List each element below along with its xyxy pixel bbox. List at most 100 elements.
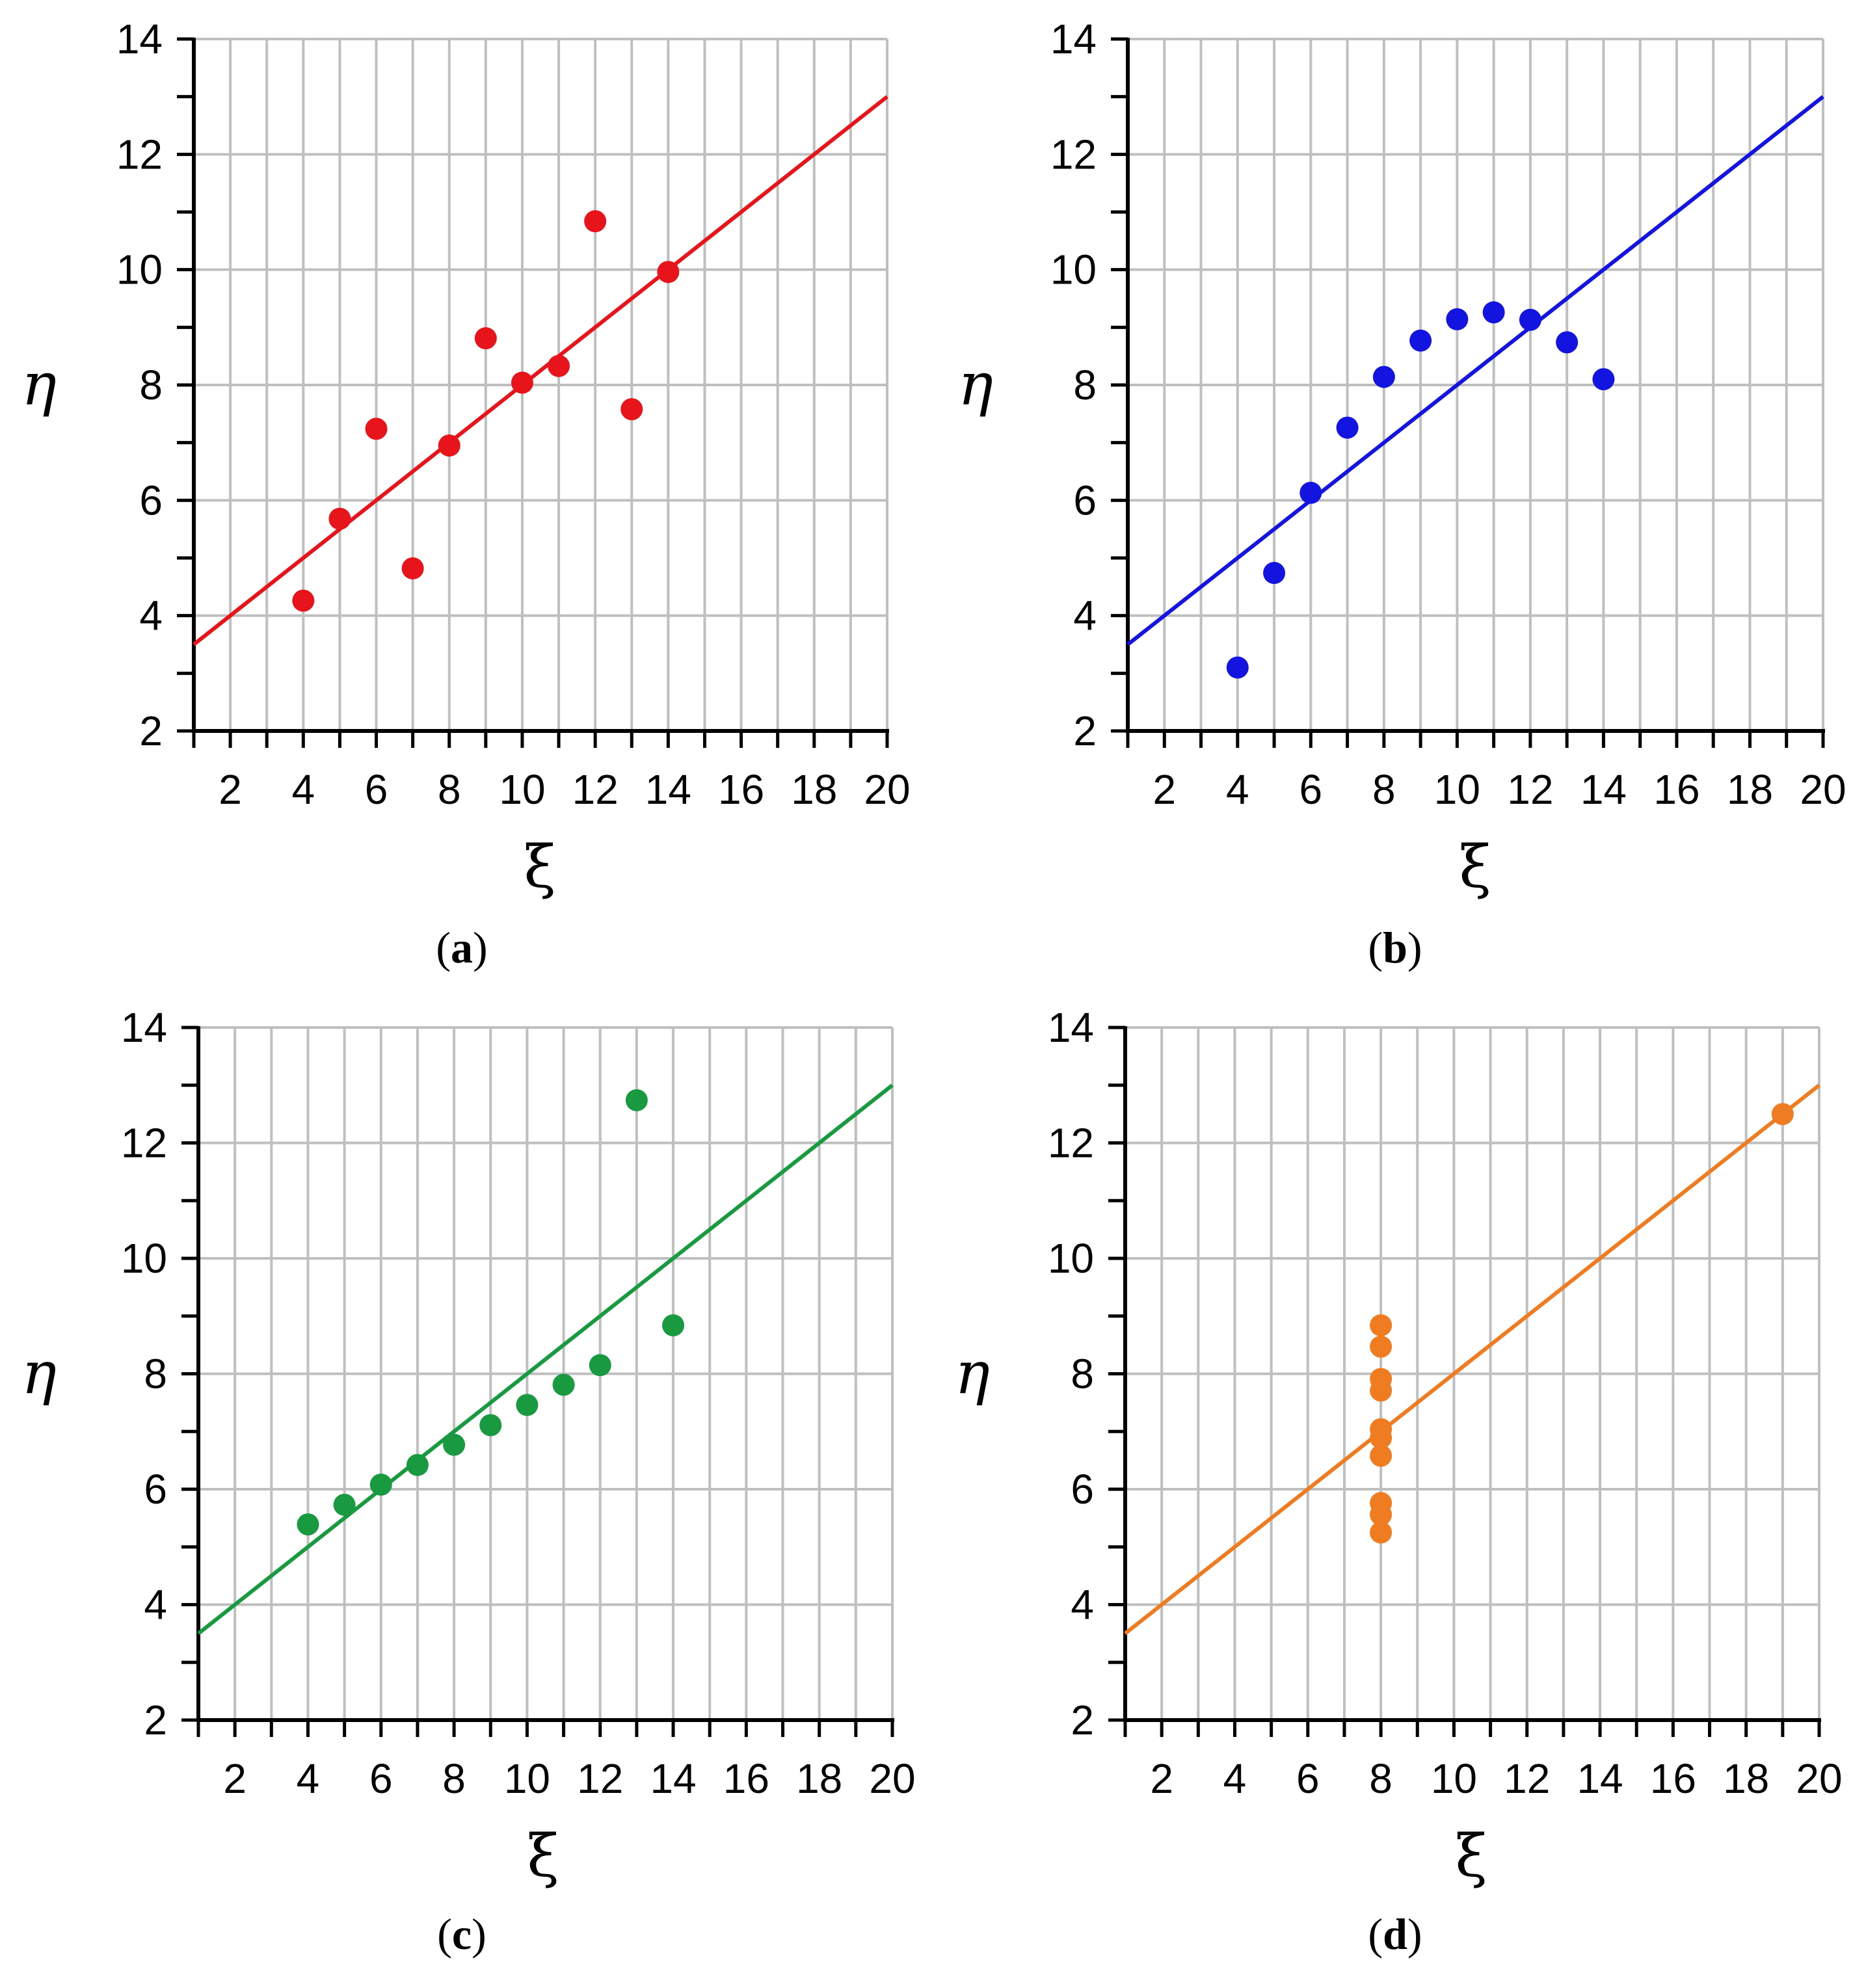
x-tick-label: 16	[723, 1755, 769, 1802]
data-point	[552, 1373, 575, 1396]
data-point	[662, 1314, 685, 1336]
x-tick-label: 18	[791, 766, 837, 813]
y-tick-label: 14	[1048, 1004, 1094, 1051]
y-tick-label: 2	[1073, 708, 1097, 754]
y-tick-label: 12	[1048, 1120, 1094, 1167]
y-axis-label: η	[955, 1340, 990, 1408]
regression-line	[1124, 1083, 1820, 1636]
y-tick-label: 14	[121, 1004, 167, 1051]
data-point	[333, 1493, 356, 1516]
y-tick-label: 4	[1073, 592, 1097, 639]
y-axis-label: η	[958, 351, 993, 419]
x-axis-label: ξ	[1455, 1822, 1487, 1890]
x-tick-label: 8	[1372, 766, 1396, 813]
data-point	[406, 1453, 429, 1476]
data-point	[1446, 308, 1469, 330]
data-point	[1482, 301, 1505, 324]
y-tick-label: 4	[1071, 1582, 1094, 1628]
data-point	[1372, 365, 1395, 388]
data-point	[1263, 562, 1286, 585]
x-tick-label: 2	[1150, 1755, 1173, 1802]
x-tick-label: 8	[438, 766, 461, 813]
y-tick-label: 12	[1050, 131, 1097, 178]
y-tick-label: 4	[144, 1582, 167, 1628]
data-point	[589, 1354, 611, 1377]
x-tick-label: 14	[645, 766, 691, 813]
data-point	[1370, 1521, 1393, 1544]
x-tick-label: 14	[1577, 1755, 1623, 1802]
y-tick-label: 2	[139, 708, 163, 754]
chart-panel-b: 2 4 6 8 10 12 14 16 18 20 2 4 6 8 10 12 14 ξ η (b)	[958, 16, 1846, 972]
y-tick-label: 4	[139, 592, 163, 639]
x-tick-label: 16	[1650, 1755, 1696, 1802]
x-tick-label: 10	[1434, 766, 1480, 813]
data-point	[443, 1433, 466, 1456]
x-tick-label: 20	[869, 1755, 915, 1802]
y-tick-label: 6	[139, 477, 163, 524]
x-tick-label: 18	[1723, 1755, 1769, 1802]
data-point	[1592, 368, 1615, 391]
data-point	[1370, 1335, 1393, 1358]
x-tick-label: 6	[1300, 766, 1323, 813]
panel-label: (d)	[1368, 1909, 1422, 1959]
y-tick-label: 14	[116, 16, 163, 62]
y-tick-label: 10	[121, 1235, 167, 1282]
panel-label: (c)	[437, 1909, 486, 1959]
x-tick-label: 12	[1504, 1755, 1550, 1802]
data-point	[474, 327, 497, 350]
data-point	[292, 589, 315, 612]
data-point	[625, 1089, 648, 1111]
chart-panel-d: 2 4 6 8 10 12 14 16 18 20 2 4 6 8 10 12 14 ξ η (d)	[955, 1004, 1843, 1959]
y-tick-label: 6	[144, 1466, 167, 1513]
y-tick-label: 10	[1048, 1235, 1094, 1282]
panel-label: (a)	[436, 923, 487, 972]
data-point	[1370, 1314, 1393, 1336]
x-tick-label: 12	[577, 1755, 623, 1802]
x-tick-label: 2	[219, 766, 242, 813]
y-tick-label: 8	[139, 362, 163, 408]
data-point	[1370, 1368, 1393, 1390]
y-tick-label: 2	[1071, 1697, 1094, 1743]
y-axis-label: η	[21, 351, 57, 419]
x-tick-label: 10	[504, 1755, 550, 1802]
data-point	[1556, 331, 1579, 354]
data-point	[1519, 308, 1541, 331]
data-point	[369, 1473, 392, 1496]
data-point	[516, 1394, 539, 1416]
x-tick-label: 4	[297, 1755, 320, 1802]
y-tick-label: 10	[1050, 246, 1097, 293]
x-tick-label: 14	[1580, 766, 1627, 813]
x-axis-label: ξ	[524, 833, 556, 901]
x-tick-label: 20	[1800, 766, 1846, 813]
x-tick-label: 8	[442, 1755, 466, 1802]
x-tick-label: 8	[1369, 1755, 1393, 1802]
chart-panel-a: 2 4 6 8 10 12 14 16 18 20 2 4 6 8 10 12 14 ξ η (a)	[21, 16, 911, 972]
y-tick-label: 8	[1073, 362, 1097, 408]
x-tick-label: 18	[1727, 766, 1773, 813]
data-point	[297, 1513, 319, 1536]
data-point	[511, 371, 533, 394]
y-tick-label: 10	[116, 246, 163, 293]
regression-line	[197, 1083, 894, 1636]
x-tick-label: 6	[1296, 1755, 1320, 1802]
x-tick-label: 20	[864, 766, 910, 813]
data-point	[1336, 416, 1359, 439]
x-tick-label: 6	[369, 1755, 393, 1802]
y-tick-label: 12	[116, 131, 163, 178]
data-point	[620, 398, 643, 421]
y-tick-label: 6	[1071, 1466, 1094, 1513]
data-point	[1370, 1427, 1393, 1450]
y-tick-label: 12	[121, 1120, 167, 1167]
data-point	[657, 261, 680, 284]
data-point	[1370, 1504, 1393, 1526]
y-tick-label: 2	[144, 1697, 167, 1743]
x-tick-label: 4	[1223, 1755, 1247, 1802]
y-tick-label: 6	[1073, 477, 1097, 524]
x-tick-label: 10	[499, 766, 545, 813]
y-tick-label: 8	[1071, 1351, 1094, 1398]
data-point	[401, 557, 424, 579]
data-point	[584, 210, 607, 233]
data-point	[1409, 329, 1432, 352]
chart-panel-c: 2 4 6 8 10 12 14 16 18 20 2 4 6 8 10 12 14 ξ η (c)	[21, 1004, 916, 1959]
